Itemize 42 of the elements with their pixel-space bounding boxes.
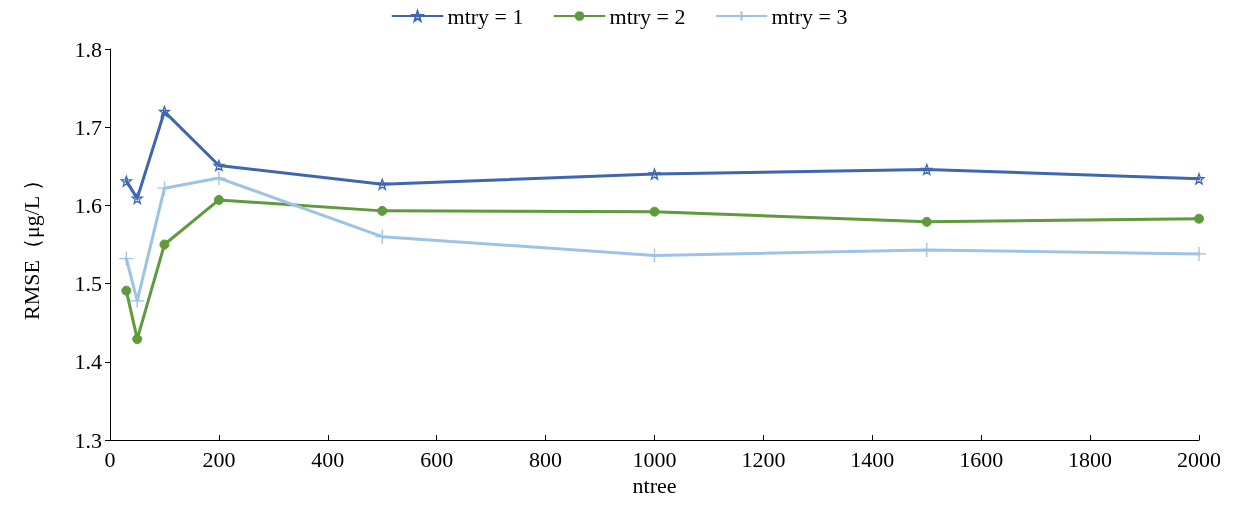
y-tick-label: 1.6 xyxy=(74,192,102,218)
x-axis-title: ntree xyxy=(632,473,677,499)
point xyxy=(1193,173,1205,185)
x-tick-label: 2000 xyxy=(1177,446,1221,472)
x-tick-label: 1400 xyxy=(850,446,895,472)
point xyxy=(376,178,388,190)
point xyxy=(211,170,227,186)
y-tick-label: 1.7 xyxy=(74,114,102,140)
point xyxy=(159,239,170,250)
x-tick-label: 0 xyxy=(104,446,116,472)
x-tick-label: 400 xyxy=(311,446,345,472)
x-tick-label: 1200 xyxy=(741,446,786,472)
point xyxy=(129,293,145,309)
legend-label: mtry = 2 xyxy=(609,3,686,29)
y-tick-label: 1.3 xyxy=(74,427,102,453)
y-tick-label: 1.4 xyxy=(74,349,102,375)
point xyxy=(120,175,132,187)
y-axis-title: RMSE（μg/L ） xyxy=(18,169,44,320)
x-tick-label: 800 xyxy=(529,446,563,472)
x-tick-label: 600 xyxy=(420,446,454,472)
y-tick-label: 1.5 xyxy=(74,271,102,297)
point xyxy=(213,194,224,205)
y-tick-label: 1.8 xyxy=(74,36,102,62)
point xyxy=(1194,213,1204,224)
legend-label: mtry = 3 xyxy=(771,3,848,29)
point xyxy=(648,168,661,180)
x-tick-label: 200 xyxy=(202,446,236,472)
x-tick-label: 1600 xyxy=(959,446,1004,472)
point xyxy=(649,206,660,217)
point xyxy=(118,250,134,267)
point xyxy=(132,334,143,345)
point xyxy=(121,285,132,296)
point xyxy=(921,216,932,227)
point xyxy=(156,180,173,196)
point xyxy=(377,205,388,216)
point xyxy=(921,163,933,176)
x-tick-label: 1800 xyxy=(1068,446,1113,472)
point xyxy=(131,192,143,205)
point xyxy=(213,159,225,172)
legend-label: mtry = 1 xyxy=(447,3,524,29)
x-tick-label: 1000 xyxy=(632,446,677,472)
point xyxy=(158,105,171,118)
